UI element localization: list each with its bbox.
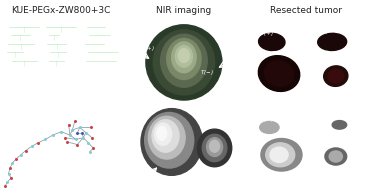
Ellipse shape [145,112,194,168]
Ellipse shape [261,139,302,171]
Ellipse shape [153,30,214,95]
Ellipse shape [161,34,207,87]
Ellipse shape [260,122,279,133]
Ellipse shape [197,129,232,167]
Text: $T$(−): $T$(−) [200,68,213,77]
Ellipse shape [154,123,172,145]
Ellipse shape [329,151,343,162]
Text: $T$(+): $T$(+) [260,115,273,124]
Ellipse shape [258,56,300,91]
Text: $T$(−): $T$(−) [315,27,329,36]
Ellipse shape [266,143,295,167]
Ellipse shape [318,33,347,50]
Ellipse shape [172,42,196,73]
Ellipse shape [146,25,222,100]
Text: $T$(+): $T$(+) [141,44,155,53]
Ellipse shape [259,33,285,50]
Ellipse shape [141,109,202,175]
Ellipse shape [210,140,220,152]
Text: NIR imaging: NIR imaging [156,6,212,15]
Ellipse shape [332,121,347,129]
Text: $T$(−): $T$(−) [315,125,329,134]
Text: KUE-PEGx-ZW800+3C: KUE-PEGx-ZW800+3C [12,6,111,15]
Ellipse shape [206,138,223,156]
Ellipse shape [157,127,167,140]
Ellipse shape [202,134,227,162]
Ellipse shape [175,46,193,67]
Ellipse shape [264,61,294,86]
Ellipse shape [178,49,190,62]
Ellipse shape [167,39,201,80]
Ellipse shape [270,147,288,163]
Text: $T$(+): $T$(+) [260,29,273,38]
Text: Resected tumor: Resected tumor [270,6,341,15]
Ellipse shape [325,148,347,165]
Ellipse shape [148,116,185,159]
Ellipse shape [328,69,344,83]
Ellipse shape [324,66,348,86]
Ellipse shape [152,120,179,152]
